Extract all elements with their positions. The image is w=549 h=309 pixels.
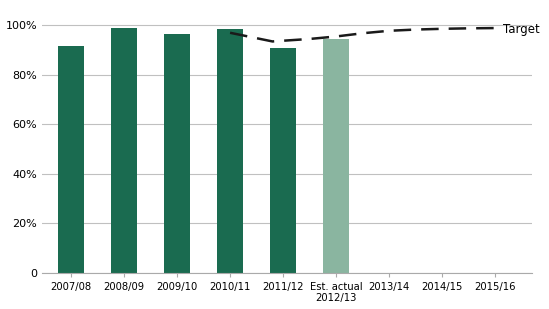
Bar [58, 46, 85, 273]
Bar [217, 29, 243, 273]
Bar [111, 28, 137, 273]
Text: Target: Target [503, 23, 540, 36]
Bar [323, 39, 349, 273]
Bar [270, 48, 296, 273]
Bar [164, 34, 191, 273]
